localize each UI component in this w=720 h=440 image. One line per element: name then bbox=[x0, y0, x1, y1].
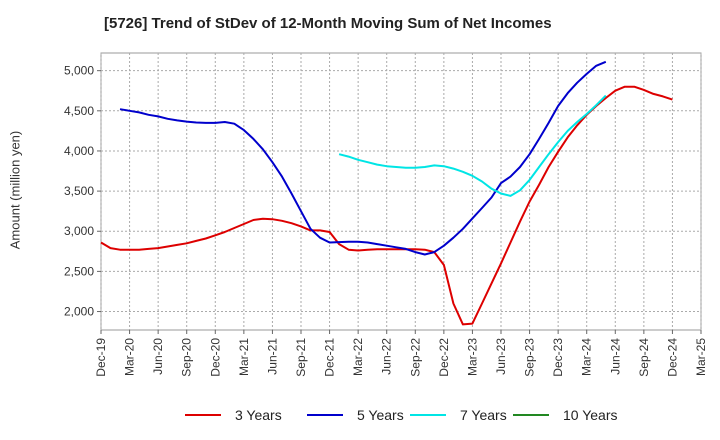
x-tick-label: Dec-23 bbox=[551, 338, 565, 377]
legend-item-7-years: 7 Years bbox=[410, 405, 507, 425]
y-tick-label: 5,000 bbox=[64, 64, 94, 78]
legend-label-5-years: 5 Years bbox=[357, 407, 404, 423]
axis-layer: 2,000 2,500 3,000 3,500 4,000 4,500 5,000 Dec-1… bbox=[64, 64, 708, 377]
legend-item-10-years: 10 Years bbox=[513, 405, 618, 425]
y-tick-label: 4,000 bbox=[64, 144, 94, 158]
x-tick-label: Jun-22 bbox=[380, 338, 394, 375]
legend-item-5-years: 5 Years bbox=[307, 405, 404, 425]
legend: 3 Years 5 Years 7 Years 10 Years bbox=[0, 405, 720, 425]
x-tick-label: Mar-24 bbox=[580, 338, 594, 376]
x-tick-label: Sep-22 bbox=[408, 338, 422, 377]
x-tick-label: Jun-24 bbox=[608, 338, 622, 375]
x-tick-label: Mar-23 bbox=[465, 338, 479, 376]
x-tick-label: Sep-23 bbox=[523, 338, 537, 377]
y-tick-label: 2,000 bbox=[64, 305, 94, 319]
x-tick-label: Jun-20 bbox=[151, 338, 165, 375]
series-line-7-years bbox=[338, 94, 607, 197]
x-tick-label: Sep-21 bbox=[294, 338, 308, 377]
legend-item-3-years: 3 Years bbox=[185, 405, 282, 425]
legend-swatch-7-years bbox=[410, 414, 446, 416]
y-tick-label: 3,500 bbox=[64, 184, 94, 198]
legend-label-10-years: 10 Years bbox=[563, 407, 618, 423]
x-tick-label: Mar-25 bbox=[694, 338, 708, 376]
x-tick-label: Dec-21 bbox=[323, 338, 337, 377]
series-layer bbox=[100, 60, 673, 326]
x-tick-label: Dec-24 bbox=[665, 338, 679, 377]
x-tick-label: Dec-20 bbox=[208, 338, 222, 377]
x-tick-label: Sep-20 bbox=[180, 338, 194, 377]
y-tick-label: 4,500 bbox=[64, 104, 94, 118]
legend-label-3-years: 3 Years bbox=[235, 407, 282, 423]
x-tick-label: Mar-20 bbox=[123, 338, 137, 376]
legend-swatch-10-years bbox=[513, 414, 549, 416]
legend-label-7-years: 7 Years bbox=[460, 407, 507, 423]
chart-title: [5726] Trend of StDev of 12-Month Moving… bbox=[104, 15, 552, 32]
legend-swatch-5-years bbox=[307, 414, 343, 416]
x-tick-label: Sep-24 bbox=[637, 338, 651, 377]
series-line-3-years bbox=[100, 85, 673, 326]
legend-swatch-3-years bbox=[185, 414, 221, 416]
x-tick-label: Dec-19 bbox=[94, 338, 108, 377]
grid-layer bbox=[100, 53, 702, 330]
x-tick-label: Mar-21 bbox=[237, 338, 251, 376]
series-line-5-years bbox=[119, 60, 607, 256]
y-tick-label: 3,000 bbox=[64, 224, 94, 238]
x-tick-label: Mar-22 bbox=[351, 338, 365, 376]
x-tick-label: Dec-22 bbox=[437, 338, 451, 377]
y-tick-label: 2,500 bbox=[64, 264, 94, 278]
x-tick-label: Jun-23 bbox=[494, 338, 508, 375]
x-tick-label: Jun-21 bbox=[265, 338, 279, 375]
